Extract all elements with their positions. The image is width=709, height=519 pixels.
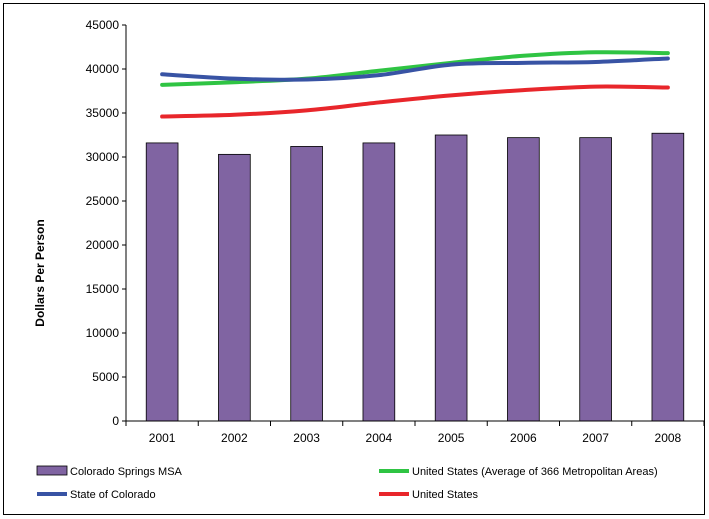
- legend-label-state-of-colorado: State of Colorado: [70, 489, 156, 501]
- bars-layer: [145, 132, 685, 422]
- y-tick-label: 15000: [86, 282, 120, 296]
- bar-2008: [651, 132, 685, 422]
- x-tick-label: 2004: [366, 431, 393, 445]
- y-axis-title-group: Dollars Per Person: [33, 219, 47, 326]
- x-tick-label: 2008: [655, 431, 682, 445]
- y-tick-label: 40000: [86, 62, 120, 76]
- chart: Dollars Per Person 0 5000 10000 15000 20000 2…: [33, 18, 704, 501]
- legend: Colorado Springs MSA United States (Aver…: [36, 465, 658, 501]
- bar-2007: [579, 137, 612, 422]
- y-tick-label: 45000: [86, 18, 120, 32]
- x-tick-label: 2003: [293, 431, 320, 445]
- chart-frame: Dollars Per Person 0 5000 10000 15000 20000 2…: [3, 3, 705, 515]
- y-tick-label: 25000: [86, 194, 120, 208]
- x-tick-label: 2005: [438, 431, 465, 445]
- bar-2002: [218, 153, 251, 422]
- line-state_of_colorado: [160, 56, 670, 82]
- bar-2001: [145, 142, 179, 422]
- x-tick-label: 2002: [221, 431, 248, 445]
- y-ticks-layer: 0 5000 10000 15000 20000 25000 30000 35000 40000…: [86, 18, 126, 428]
- y-tick-label: 20000: [86, 238, 120, 252]
- lines-layer: [160, 50, 670, 119]
- bar-2004: [362, 142, 396, 422]
- legend-label-united-states: United States: [412, 489, 479, 501]
- bar-2006: [507, 137, 540, 422]
- bar-2003: [290, 146, 323, 422]
- x-tick-label: 2001: [149, 431, 176, 445]
- y-tick-label: 35000: [86, 106, 120, 120]
- x-tick-label: 2006: [510, 431, 537, 445]
- x-ticks-layer: 2001 2002 2003 2004 2005 2006 2007 2008: [125, 421, 704, 445]
- line-united_states: [160, 84, 670, 119]
- y-tick-label: 5000: [92, 370, 119, 384]
- y-axis-title: Dollars Per Person: [33, 219, 47, 326]
- legend-label-us-metro-avg: United States (Average of 366 Metropolit…: [412, 466, 658, 478]
- y-tick-label: 30000: [86, 150, 120, 164]
- legend-label-colorado-springs-msa: Colorado Springs MSA: [70, 466, 183, 478]
- bar-2005: [434, 134, 468, 422]
- line-us_metro_avg: [160, 50, 670, 87]
- y-tick-label: 0: [112, 414, 119, 428]
- x-tick-label: 2007: [582, 431, 609, 445]
- legend-swatch-colorado-springs-msa: [36, 465, 68, 476]
- y-tick-label: 10000: [86, 326, 120, 340]
